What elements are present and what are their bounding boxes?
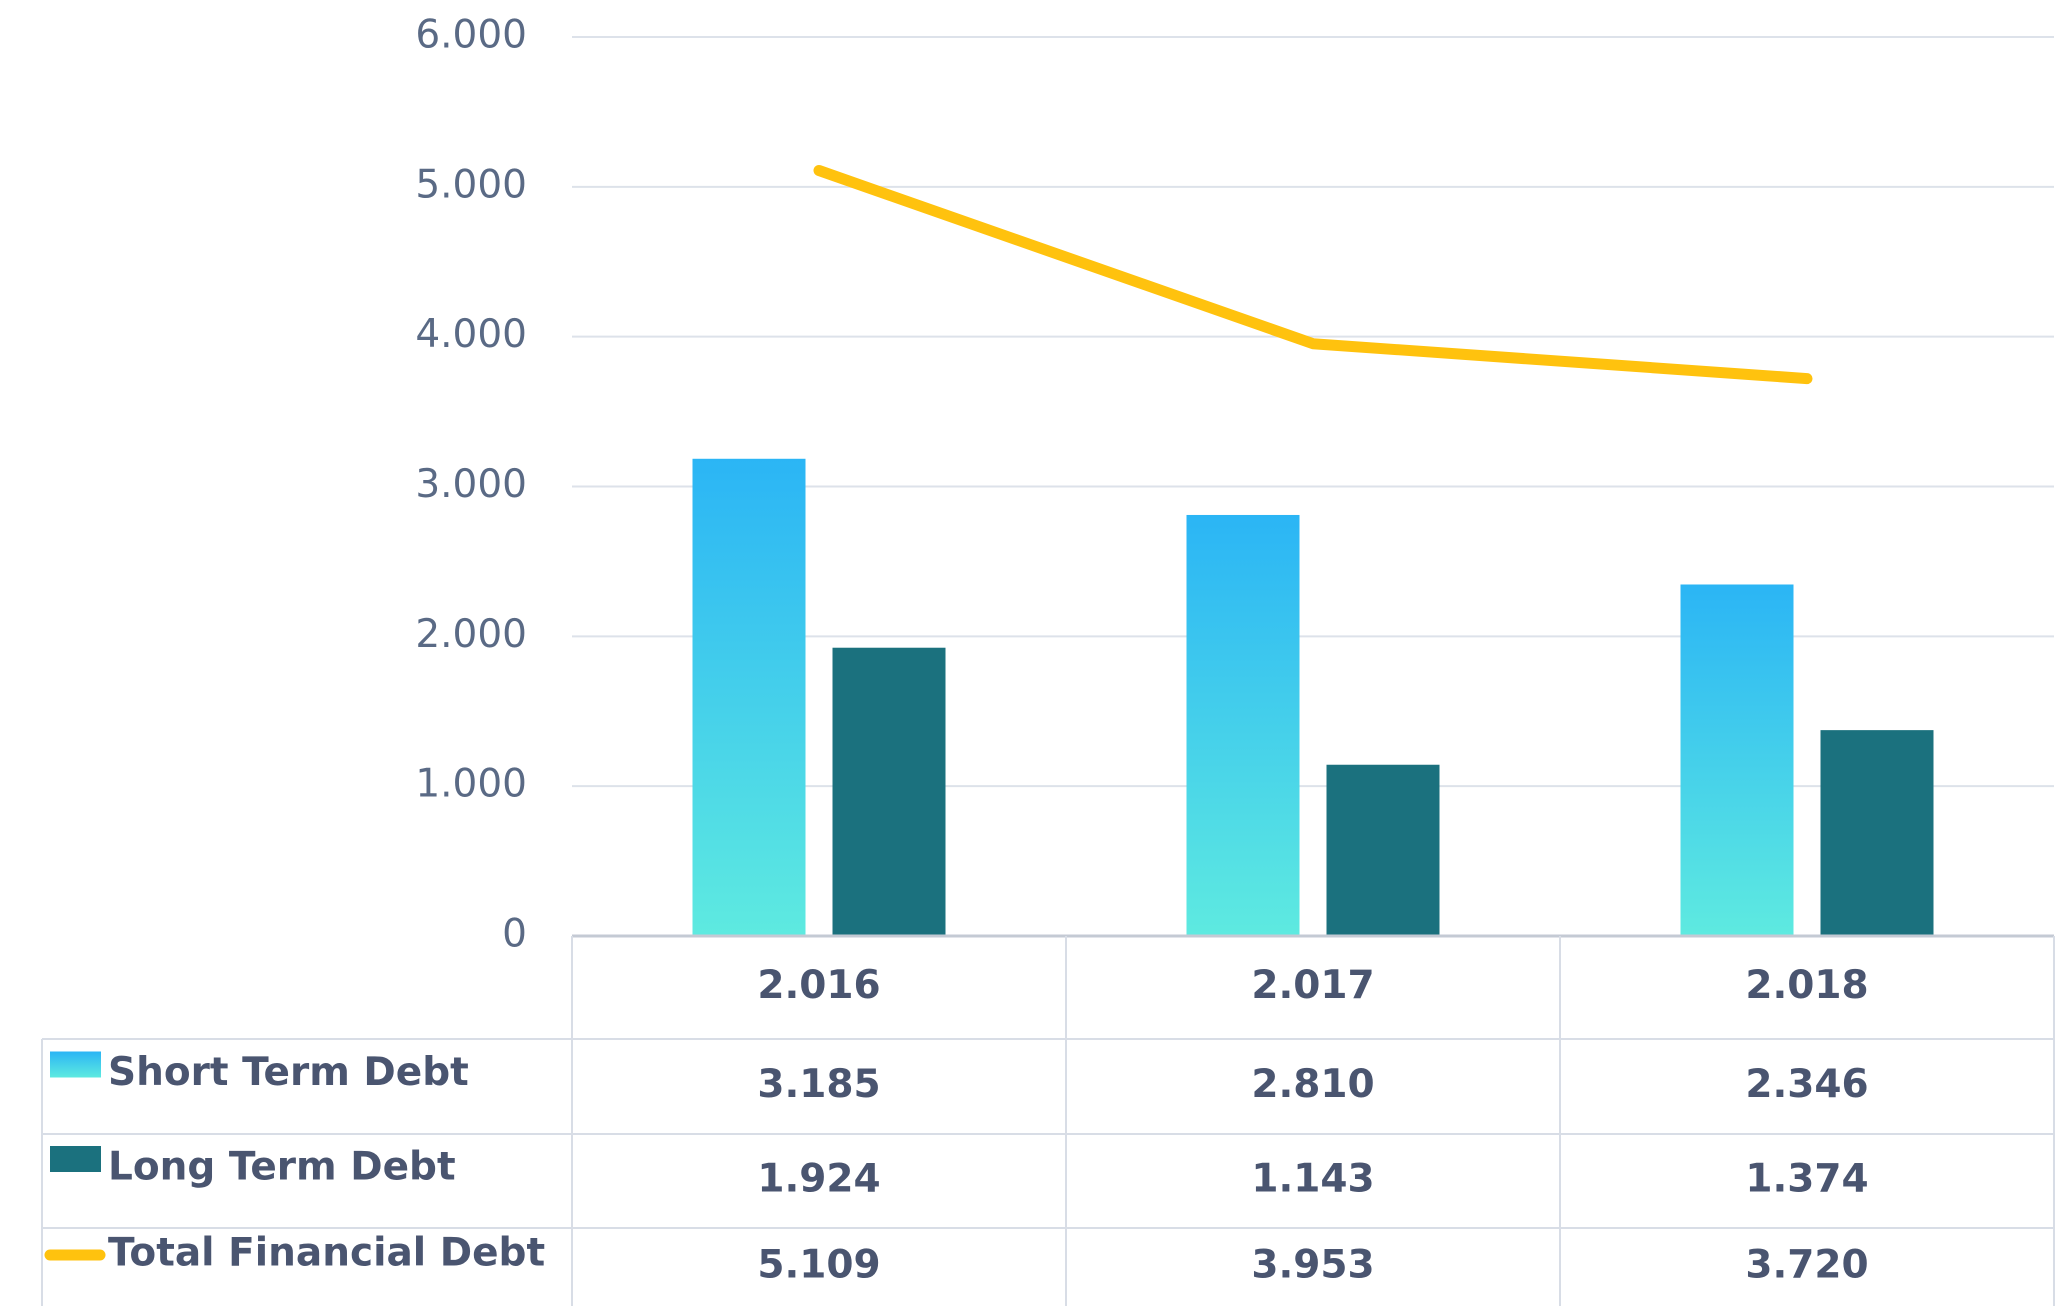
y-tick-label: 2.000 <box>415 612 527 657</box>
data-label: 5.109 <box>757 1243 880 1288</box>
legend-label: Long Term Debt <box>108 1145 456 1190</box>
data-label: 3.720 <box>1745 1243 1868 1288</box>
y-tick-label: 5.000 <box>415 162 527 207</box>
y-tick-label: 0 <box>502 912 527 957</box>
bar <box>1326 764 1440 936</box>
data-label: 2.346 <box>1745 1062 1868 1107</box>
data-label: 3.953 <box>1251 1243 1374 1288</box>
legend-label: Short Term Debt <box>108 1050 469 1095</box>
legend-label: Total Financial Debt <box>108 1231 545 1276</box>
data-label: 1.924 <box>757 1157 880 1202</box>
legend-swatch <box>50 1051 101 1078</box>
y-tick-label: 4.000 <box>415 312 527 357</box>
bar <box>1820 730 1934 936</box>
y-tick-label: 6.000 <box>415 13 527 58</box>
data-label: 3.185 <box>757 1062 880 1107</box>
data-label: 2.810 <box>1251 1062 1374 1107</box>
bar <box>1680 584 1794 936</box>
y-tick-label: 1.000 <box>415 762 527 807</box>
y-tick-label: 3.000 <box>415 462 527 507</box>
x-tick-label: 2.017 <box>1251 963 1374 1008</box>
data-label: 1.374 <box>1745 1157 1868 1202</box>
x-tick-label: 2.016 <box>757 963 880 1008</box>
bar <box>832 647 946 936</box>
line <box>813 165 1813 385</box>
x-tick-label: 2.018 <box>1745 963 1868 1008</box>
data-label: 1.143 <box>1251 1157 1374 1202</box>
legend-swatch <box>50 1146 101 1172</box>
bar <box>1186 514 1300 936</box>
bar <box>692 458 806 936</box>
